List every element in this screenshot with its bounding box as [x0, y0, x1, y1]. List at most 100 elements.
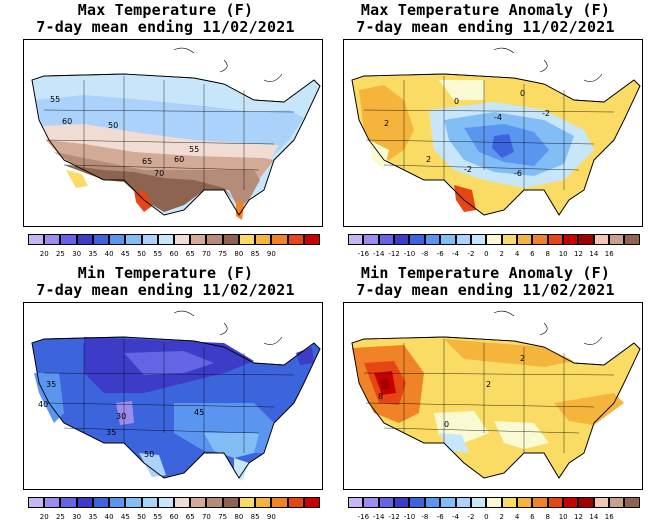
contour-label: 55 [50, 95, 60, 104]
colorbar-swatch [470, 497, 487, 508]
colorbar-tick-label: 10 [558, 250, 568, 258]
colorbar-tick-label: 85 [250, 513, 260, 521]
colorbar-tick-label: 75 [218, 250, 228, 258]
contour-label: 40 [38, 400, 48, 409]
colorbar-swatch [28, 497, 45, 508]
colorbar-swatch [363, 497, 379, 508]
colorbar-tick-label: -16 [357, 250, 370, 258]
colorbar-tick-label: -8 [421, 250, 429, 258]
colorbar-swatch [409, 497, 425, 508]
colorbar-swatch [532, 497, 548, 508]
colorbar-tick-label: 25 [55, 513, 65, 521]
colorbar-swatch [547, 234, 564, 245]
colorbar-tick-label: 20 [39, 250, 49, 258]
colorbar-tick-label: 65 [185, 250, 195, 258]
colorbar [28, 497, 320, 508]
colorbar-tick-label: 75 [218, 513, 228, 521]
colorbar-tick-label: 50 [137, 513, 147, 521]
colorbar-swatch [501, 497, 517, 508]
colorbar-swatch [424, 234, 441, 245]
contour-label: 0 [444, 420, 449, 429]
colorbar [28, 234, 320, 245]
colorbar-swatch [394, 234, 410, 245]
colorbar-swatch [60, 497, 77, 508]
colorbar-swatch [378, 497, 395, 508]
contour-label: -2 [542, 109, 550, 118]
colorbar-tick-label: 16 [604, 250, 614, 258]
colorbar-tick-label: 40 [104, 513, 114, 521]
colorbar-swatch [92, 497, 110, 508]
colorbar-swatch [563, 497, 579, 508]
colorbar-tick-label: 70 [201, 250, 211, 258]
colorbar-swatch [624, 497, 640, 508]
colorbar-tick-label: 35 [88, 250, 98, 258]
colorbar-tick-label: 80 [234, 513, 244, 521]
panel-title: Min Temperature (F) [77, 264, 254, 282]
colorbar-swatch [255, 234, 272, 245]
colorbar-swatch [486, 234, 502, 245]
colorbar-swatch [92, 234, 110, 245]
contour-label: 0 [454, 97, 459, 106]
colorbar-swatch [440, 497, 456, 508]
contour-label: 60 [174, 155, 184, 164]
contour-label: 50 [144, 450, 154, 459]
colorbar-tick-label: 12 [574, 250, 583, 258]
colorbar-tick-label: -6 [436, 513, 444, 521]
colorbar-swatch [563, 234, 579, 245]
colorbar-swatch [424, 497, 441, 508]
colorbar-swatch [60, 234, 77, 245]
colorbar-swatch [363, 234, 379, 245]
colorbar-tick-label: 6 [530, 513, 535, 521]
contour-label: 50 [108, 121, 118, 130]
colorbar-swatch [206, 497, 223, 508]
colorbar-swatch [287, 497, 304, 508]
colorbar-tick-label: -8 [421, 513, 429, 521]
colorbar-tick-label: 25 [55, 250, 65, 258]
colorbar-tick-label: 12 [574, 513, 583, 521]
colorbar-swatch [516, 497, 533, 508]
colorbar-tick-label: 2 [499, 250, 504, 258]
colorbar-swatch [501, 234, 517, 245]
contour-label: 30 [116, 412, 126, 421]
colorbar-tick-label: -16 [357, 513, 370, 521]
colorbar-swatch [578, 234, 594, 245]
map-max-temperature-anomaly: 0 2 -4 0 2 -2 -6 -2 [343, 39, 643, 227]
contour-label: 70 [154, 169, 164, 178]
colorbar-tick-label: 4 [514, 513, 520, 521]
colorbar-tick-label: 45 [120, 513, 130, 521]
colorbar-swatch [190, 234, 207, 245]
colorbar-tick-label: -12 [388, 250, 400, 258]
colorbar-tick-label: 14 [589, 513, 599, 521]
panel-subtitle: 7-day mean ending 11/02/2021 [356, 281, 615, 299]
contour-label: 2 [426, 155, 431, 164]
contour-label: -2 [464, 165, 472, 174]
colorbar-swatch [271, 234, 288, 245]
colorbar-swatch [593, 497, 610, 508]
colorbar-tick-label: 40 [104, 250, 114, 258]
colorbar-tick-label: 45 [120, 250, 130, 258]
colorbar-tick-label: 20 [39, 513, 49, 521]
colorbar-tick-label: -12 [388, 513, 400, 521]
colorbar-tick-label: 0 [484, 513, 489, 521]
colorbar-tick-label: -10 [403, 513, 416, 521]
colorbar-swatch [547, 497, 564, 508]
colorbar-tick-label: 85 [250, 250, 260, 258]
colorbar-swatch [486, 497, 502, 508]
panel-title: Max Temperature Anomaly (F) [360, 1, 611, 19]
contour-label: 35 [106, 428, 116, 437]
colorbar-tick-label: 50 [137, 250, 147, 258]
colorbar-tick-label: -10 [403, 250, 416, 258]
colorbar-swatch [303, 497, 320, 508]
panel-max-temperature-anomaly: Max Temperature Anomaly (F) 7-day mean e… [320, 0, 651, 263]
colorbar-swatch [206, 234, 223, 245]
contour-label: 55 [189, 145, 199, 154]
colorbar-swatch [609, 234, 625, 245]
colorbar-swatch [238, 497, 256, 508]
colorbar-swatch [440, 234, 456, 245]
panel-min-temperature-anomaly: Min Temperature Anomaly (F) 7-day mean e… [320, 263, 651, 526]
colorbar-swatch [470, 234, 487, 245]
colorbar-swatch [578, 497, 594, 508]
map-min-temperature: 35 40 30 35 45 50 [23, 302, 323, 490]
contour-label: 2 [520, 354, 525, 363]
colorbar-tick-label: 90 [266, 513, 276, 521]
